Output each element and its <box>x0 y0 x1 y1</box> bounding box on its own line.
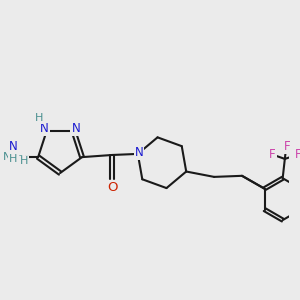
Text: N: N <box>9 140 18 153</box>
Text: NH₂: NH₂ <box>3 152 24 162</box>
Text: N: N <box>134 146 143 159</box>
Text: H: H <box>20 156 28 167</box>
Text: N: N <box>71 122 80 135</box>
Text: F: F <box>269 148 276 161</box>
Text: N: N <box>40 122 49 135</box>
Text: F: F <box>294 148 300 161</box>
Text: F: F <box>284 140 290 153</box>
Text: H: H <box>35 113 43 124</box>
Text: H: H <box>9 154 18 164</box>
Text: O: O <box>107 181 117 194</box>
